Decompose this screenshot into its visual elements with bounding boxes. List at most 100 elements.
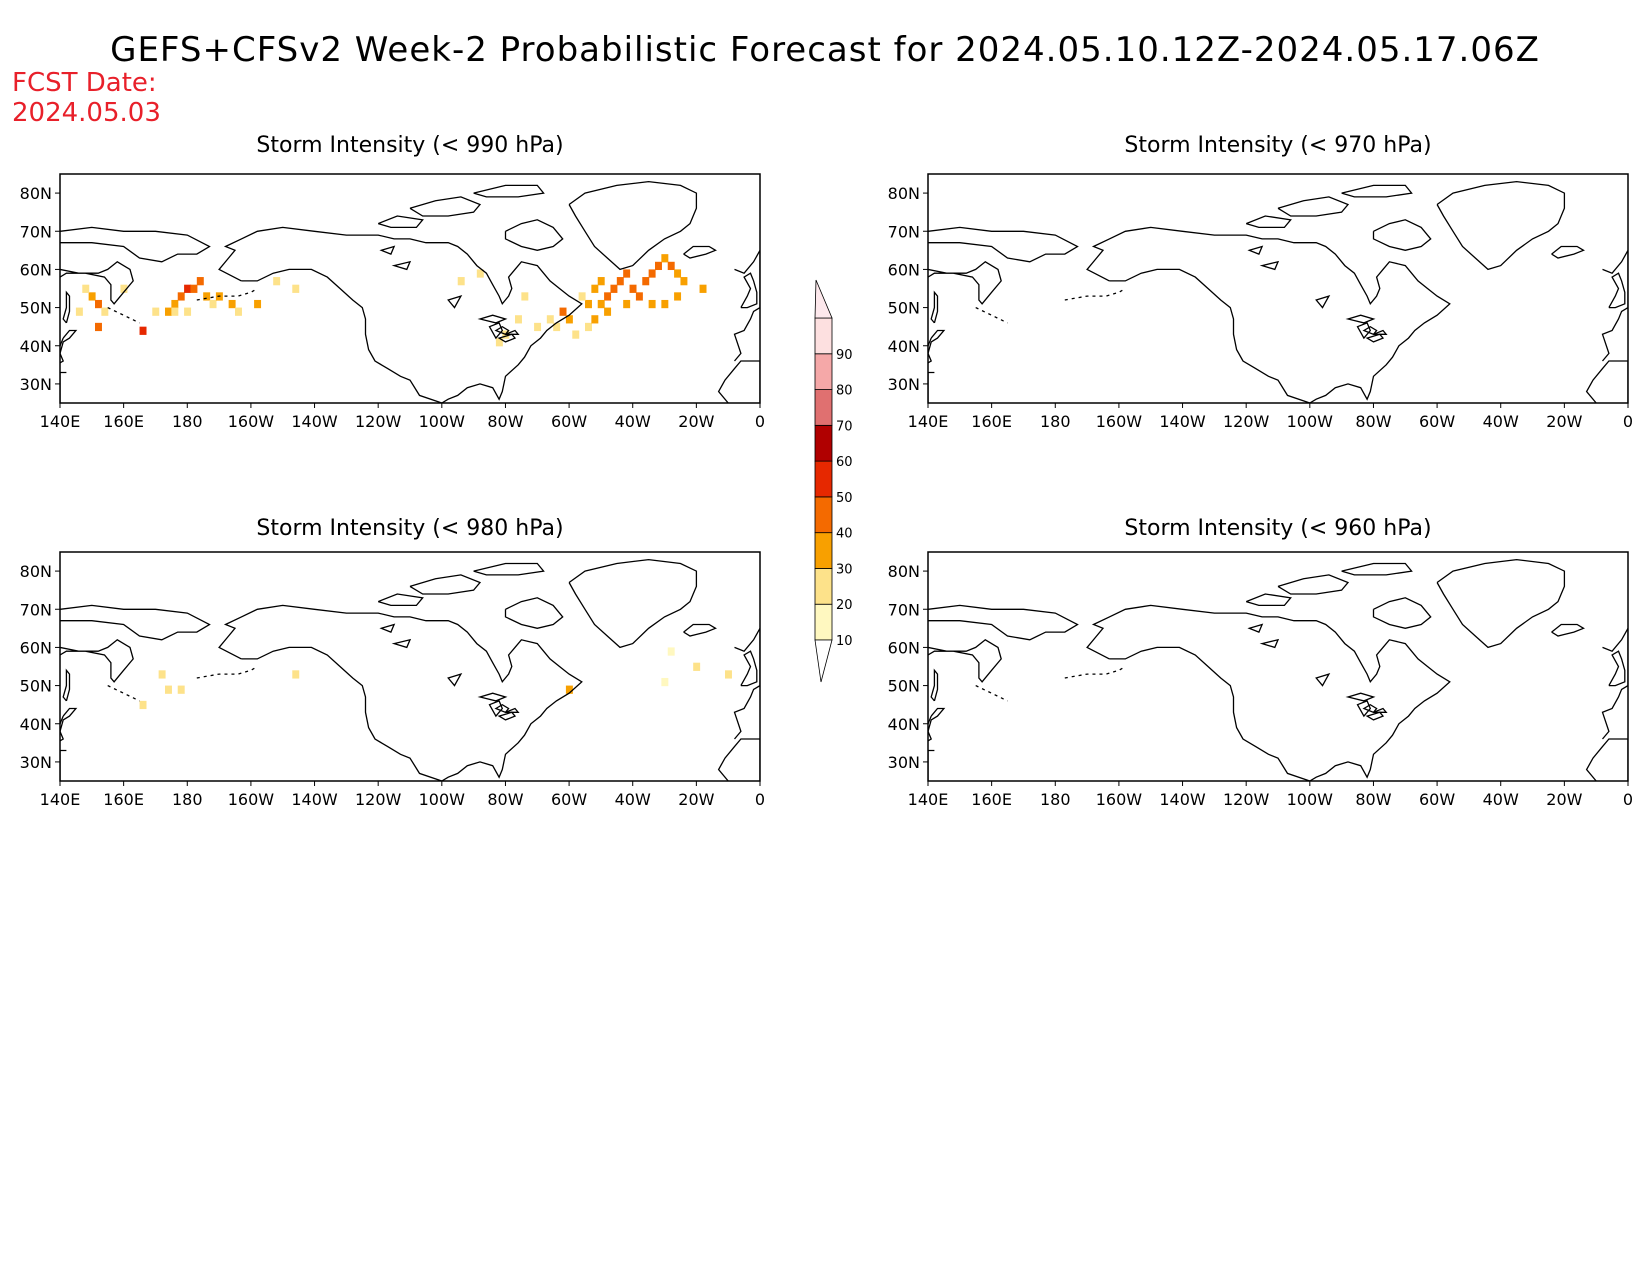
lon-tick-label: 160E [103, 412, 144, 431]
probability-cells [139, 647, 732, 710]
probability-cell [693, 662, 701, 671]
coastline [928, 749, 935, 781]
lake-outline [1247, 245, 1264, 255]
lat-tick-label: 60N [20, 260, 52, 279]
probability-cell [680, 277, 688, 286]
probability-cell [591, 284, 599, 293]
coastlines [928, 180, 1628, 403]
colorbar-top-arrow [814, 279, 833, 319]
lon-tick-label: 160E [971, 790, 1012, 809]
colorbar-swatch [814, 317, 833, 355]
probability-cells [75, 254, 707, 347]
lake-outline [1247, 623, 1264, 633]
lon-tick-label: 180 [172, 412, 203, 431]
lake-outline [1315, 673, 1331, 687]
lake-outline [1259, 638, 1280, 649]
lat-tick-label: 40N [20, 337, 52, 356]
probability-cell [254, 299, 262, 309]
probability-cell [476, 269, 484, 278]
lake-outline [391, 260, 412, 271]
lon-tick-label: 140W [1159, 790, 1206, 809]
lake-outline [497, 333, 517, 343]
coastlines [60, 558, 760, 781]
coastline [60, 329, 78, 364]
lat-tick-label: 70N [20, 222, 52, 241]
probability-cell [572, 330, 580, 339]
coastline [1551, 245, 1585, 259]
lake-outline [1345, 314, 1376, 324]
probability-cell [209, 299, 217, 309]
probability-cell [585, 299, 592, 309]
island-chain [975, 307, 1008, 324]
coastline [1608, 650, 1626, 687]
probability-cell [95, 322, 102, 332]
coastline [1245, 215, 1292, 229]
coastline [928, 261, 1002, 305]
probability-cell [674, 292, 682, 301]
lon-tick-label: 160W [1096, 412, 1143, 431]
island-chain [975, 685, 1008, 702]
probability-cell [165, 307, 172, 316]
probability-cell [585, 322, 592, 332]
lon-tick-label: 180 [1040, 412, 1071, 431]
map-frame [927, 173, 1629, 404]
coastline [473, 184, 545, 198]
coastline [928, 226, 1079, 263]
panel-3: Storm Intensity (< 980 hPa) 80N 70N 60N 50N 4… [20, 516, 765, 809]
probability-cell [190, 284, 198, 293]
island-chain [1064, 665, 1126, 679]
coastline [568, 558, 698, 649]
map-frame [59, 551, 761, 782]
probability-cell [565, 685, 573, 694]
coastline [377, 215, 424, 229]
lon-tick-label: 80W [1355, 412, 1391, 431]
lake-outline [1356, 322, 1372, 340]
coastline [928, 329, 946, 364]
lon-tick-label: 40W [615, 412, 651, 431]
probability-cell [235, 307, 242, 316]
lon-tick-label: 60W [1419, 790, 1455, 809]
lon-tick-label: 20W [1546, 412, 1582, 431]
coastline [1086, 604, 1451, 781]
colorbar-swatch [814, 568, 833, 605]
lon-tick-label: 100W [419, 790, 466, 809]
panel-1: Storm Intensity (< 990 hPa) 80N 70N 60N 50N 4… [20, 133, 765, 431]
coastline [409, 574, 482, 595]
probability-cell [597, 277, 605, 286]
probability-cell [578, 292, 586, 301]
lon-tick-label: 160E [971, 412, 1012, 431]
probability-cell [152, 307, 160, 316]
probability-cell [457, 277, 465, 286]
lake-outline [391, 638, 412, 649]
probability-cell [515, 315, 522, 324]
lon-tick-label: 140E [40, 790, 81, 809]
coastline [1341, 562, 1413, 576]
probability-cell [604, 307, 612, 316]
panel-title: Storm Intensity (< 980 hPa) [256, 516, 563, 541]
probability-cell [203, 292, 211, 301]
lake-outline [488, 700, 504, 718]
coastline [930, 668, 939, 702]
probability-cell [88, 292, 96, 301]
lake-outline [488, 322, 504, 340]
probability-cell [725, 670, 732, 679]
colorbar-swatch [814, 496, 833, 534]
probability-cell [196, 277, 204, 286]
coastline [409, 196, 482, 217]
lake-outline [447, 295, 463, 309]
lake-outline [477, 692, 508, 702]
probability-cell [661, 299, 669, 309]
map-frame [927, 551, 1629, 782]
coastline [928, 371, 935, 403]
probability-cell [559, 307, 567, 316]
lat-tick-label: 30N [888, 753, 920, 772]
lon-tick-label: 80W [487, 790, 523, 809]
lon-tick-label: 120W [355, 412, 402, 431]
probability-cell [635, 292, 643, 301]
probability-cell [616, 277, 624, 286]
lon-tick-label: 20W [678, 412, 714, 431]
coastline [1436, 180, 1566, 271]
coastline [377, 593, 424, 607]
coastline [62, 290, 71, 324]
probability-cell [597, 299, 605, 309]
